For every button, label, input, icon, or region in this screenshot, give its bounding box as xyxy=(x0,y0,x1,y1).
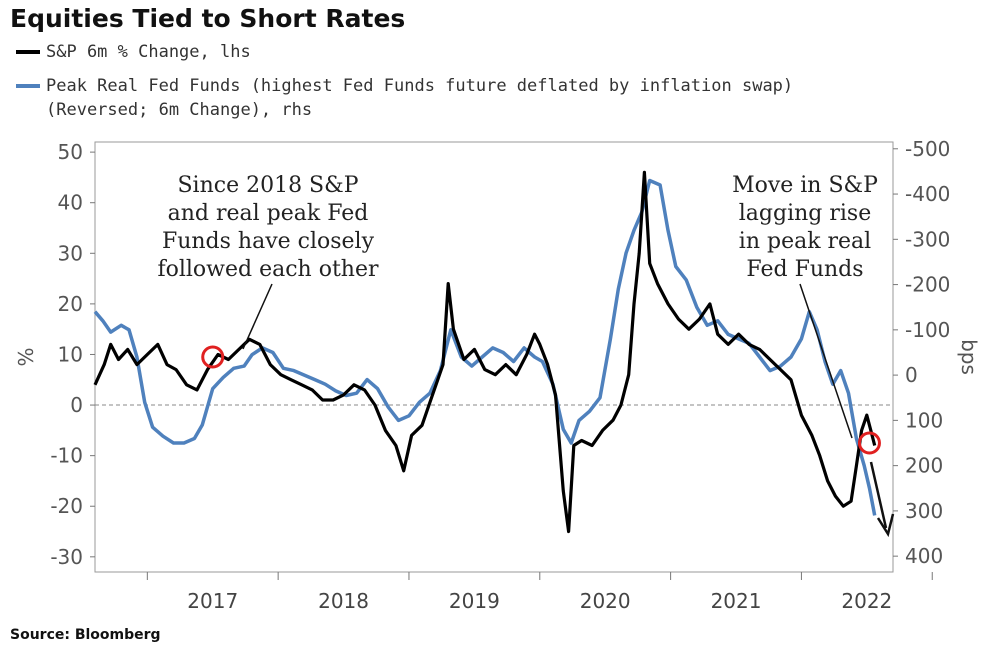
y-left-tick-label: 50 xyxy=(58,140,83,164)
y-left-tick-label: -20 xyxy=(50,494,83,518)
chart-title: Equities Tied to Short Rates xyxy=(10,4,406,33)
x-tick-label: 2019 xyxy=(449,589,500,610)
down-arrow-head xyxy=(876,513,895,538)
annotation-left-pointer xyxy=(242,283,273,350)
y-right-axis-label: bps xyxy=(957,339,981,375)
annotation-right-line: lagging rise xyxy=(739,201,871,226)
y-left-axis-label: % xyxy=(14,347,38,366)
y-left-tick-label: 20 xyxy=(58,292,83,316)
series-line-sp xyxy=(93,170,877,534)
annotation-left-line: Funds have closely xyxy=(162,229,375,254)
annotation-left-line: Since 2018 S&P xyxy=(177,173,358,198)
y-right-tick-label: 200 xyxy=(905,454,943,478)
y-right-tick-label: 0 xyxy=(905,363,918,387)
source-note: Source: Bloomberg xyxy=(10,627,161,643)
axes: 50403020100-10-20-30%-500-400-300-200-10… xyxy=(14,137,981,610)
annotation-left-line: and real peak Fed xyxy=(168,201,369,226)
legend-label-fedfunds-line2: (Reversed; 6m Change), rhs xyxy=(46,100,313,120)
annotation-left-line: followed each other xyxy=(157,257,379,282)
annotation-right-line: Fed Funds xyxy=(746,257,863,282)
y-right-tick-label: 300 xyxy=(905,499,943,523)
highlight-circle-2022 xyxy=(857,431,881,455)
annotation-right-line: in peak real xyxy=(739,229,871,254)
line-chart: 50403020100-10-20-30%-500-400-300-200-10… xyxy=(14,137,981,610)
y-left-tick-label: 30 xyxy=(58,241,83,265)
series-lines xyxy=(93,170,877,534)
annotation-right-pointer xyxy=(799,283,853,439)
y-left-tick-label: 10 xyxy=(58,342,83,366)
y-right-tick-label: 100 xyxy=(905,408,943,432)
y-right-tick-label: 400 xyxy=(905,544,943,568)
y-left-tick-label: 40 xyxy=(58,191,83,215)
x-tick-label: 2018 xyxy=(318,589,369,610)
x-tick-label: 2021 xyxy=(711,589,762,610)
plot-frame xyxy=(94,141,894,573)
y-right-tick-label: -500 xyxy=(905,137,950,161)
annotations: Since 2018 S&P and real peak Fed Funds hav… xyxy=(157,173,895,538)
series-line-fedfunds xyxy=(93,178,877,516)
annotation-right-line: Move in S&P xyxy=(732,173,878,198)
legend-swatch-fedfunds xyxy=(16,84,40,88)
down-arrow-shaft xyxy=(869,461,888,529)
legend-label-fedfunds: Peak Real Fed Funds (highest Fed Funds f… xyxy=(46,76,794,96)
y-left-tick-label: 0 xyxy=(70,393,83,417)
y-right-tick-label: -400 xyxy=(905,182,950,206)
legend-item-fedfunds: Peak Real Fed Funds (highest Fed Funds f… xyxy=(16,76,793,96)
x-tick-label: 2017 xyxy=(187,589,238,610)
y-right-tick-label: -300 xyxy=(905,227,950,251)
y-left-tick-label: -10 xyxy=(50,444,83,468)
y-right-tick-label: -100 xyxy=(905,318,950,342)
y-left-tick-label: -30 xyxy=(50,545,83,569)
x-tick-label: 2020 xyxy=(580,589,631,610)
legend-label-sp: S&P 6m % Change, lhs xyxy=(46,42,251,62)
legend-swatch-sp xyxy=(16,50,40,54)
legend-item-sp: S&P 6m % Change, lhs xyxy=(16,42,251,62)
x-tick-label: 2022 xyxy=(841,589,892,610)
legend-item-fedfunds-line2: (Reversed; 6m Change), rhs xyxy=(46,100,312,120)
highlight-circle-2017 xyxy=(201,345,225,369)
y-right-tick-label: -200 xyxy=(905,273,950,297)
plot-border xyxy=(94,141,894,573)
